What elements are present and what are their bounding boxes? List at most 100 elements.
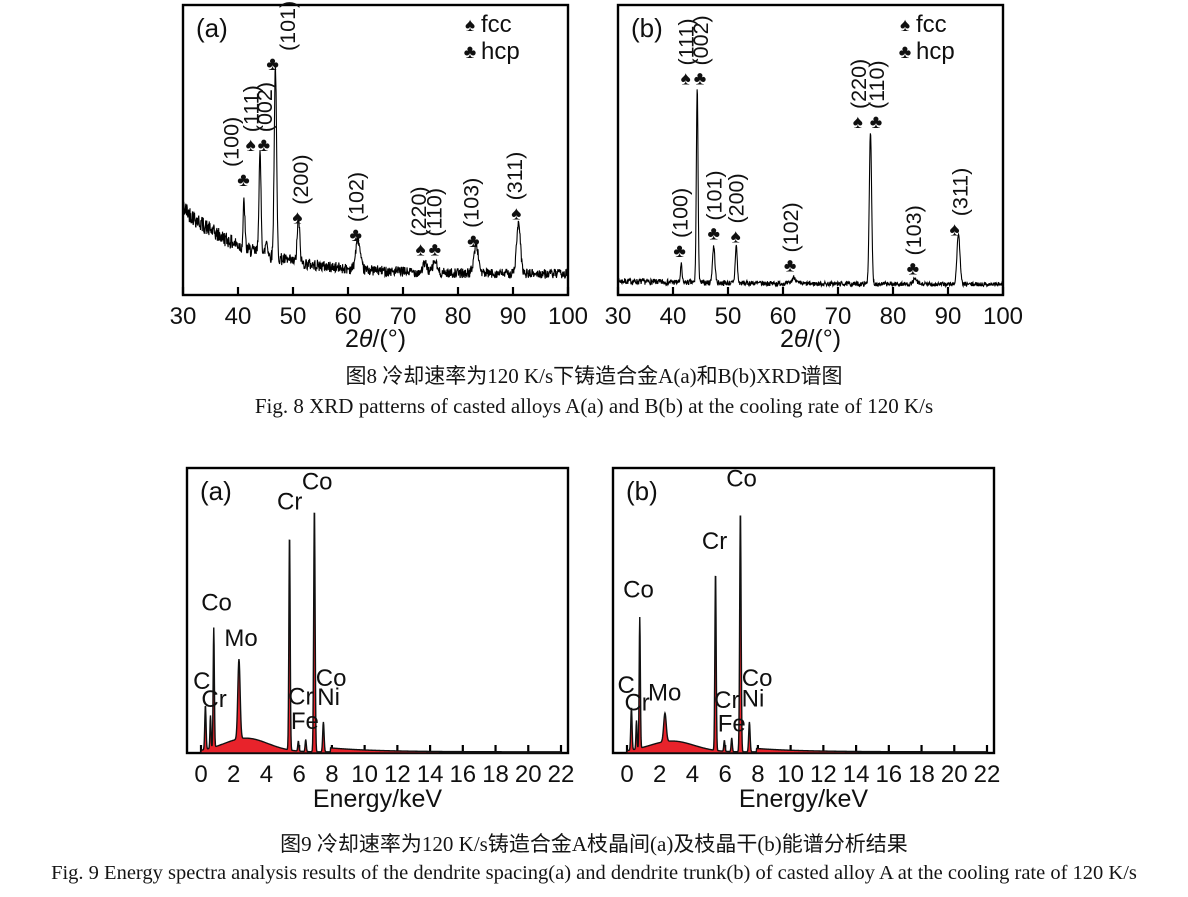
element-label: C <box>618 672 635 699</box>
panel-label: (b) <box>626 476 658 506</box>
club-icon: ♣ <box>467 231 479 252</box>
peak-hkl-label: (110) <box>865 60 889 109</box>
x-axis: 30 40 50 60 70 80 90 100 <box>605 287 1023 330</box>
club-icon: ♣ <box>349 225 361 246</box>
x-axis: 0 2 4 6 8 10 12 14 16 18 20 22 <box>620 745 1000 788</box>
x-tick-label: 100 <box>548 303 588 330</box>
spade-icon: ♠ <box>853 112 863 133</box>
plot-frame <box>181 3 570 297</box>
spade-icon: ♠ <box>465 15 475 36</box>
club-icon: ♣ <box>237 170 249 191</box>
x-tick-label: 0 <box>194 761 207 788</box>
x-tick-label: 2 <box>653 761 666 788</box>
xrd-pattern-curve <box>182 65 569 279</box>
peak-hkl-label: (111) <box>675 19 699 66</box>
element-label: Co <box>623 577 654 604</box>
x-tick-label: 12 <box>384 761 411 788</box>
legend-label: hcp <box>481 38 520 65</box>
eds-spectrum-b-svg: 0 2 4 6 8 10 12 14 16 18 20 22Energy/keVCCrCoMoCrCr… <box>611 466 1000 813</box>
element-label: Cr <box>277 488 302 515</box>
x-tick-label: 2 <box>227 761 240 788</box>
element-label: Co <box>201 590 232 617</box>
peak-hkl-label: (103) <box>902 205 926 255</box>
spade-icon: ♠ <box>416 240 426 261</box>
x-tick-label: 40 <box>225 303 252 330</box>
peak-annotation: ♣ (101) <box>266 1 300 75</box>
peak-hkl-label: (002) <box>689 15 713 65</box>
x-tick-label: 18 <box>482 761 509 788</box>
xrd-pattern-b-svg: 30 40 50 60 70 80 90 100 2θ/(°) ♣ (100) ♠ (111) ♣ (002… <box>605 3 1023 353</box>
peak-hkl-label: (220) <box>407 186 431 236</box>
x-axis-title: 2θ/(°) <box>780 325 841 353</box>
x-tick-label: 16 <box>449 761 476 788</box>
peak-annotation: ♠(311) <box>503 152 527 225</box>
element-label: Ni <box>317 684 340 711</box>
club-icon: ♣ <box>870 112 882 133</box>
x-tick-label: 50 <box>715 303 742 330</box>
x-tick-label: 70 <box>825 303 852 330</box>
element-label: Co <box>316 665 347 692</box>
element-label: Ni <box>742 686 765 713</box>
peak-hkl-label: (311) <box>503 152 527 201</box>
peak-hkl-label: (101) <box>276 1 300 51</box>
peak-hkl-label: (102) <box>779 202 803 252</box>
spade-icon: ♠ <box>950 219 960 240</box>
panel-label: (b) <box>631 13 663 43</box>
club-icon: ♣ <box>899 42 911 63</box>
x-tick-label: 60 <box>770 303 797 330</box>
club-icon: ♣ <box>429 240 441 261</box>
x-tick-label: 18 <box>908 761 935 788</box>
x-tick-label: 80 <box>880 303 907 330</box>
eds-spectrum-a-chart: 0 2 4 6 8 10 12 14 16 18 20 22 Energy/keV C Cr Co Mo Cr Cr… <box>180 456 584 813</box>
x-axis: 30 40 50 60 70 80 90 100 <box>170 287 588 330</box>
x-tick-label: 10 <box>351 761 378 788</box>
peak-hkl-label: (100) <box>669 188 693 238</box>
peak-annotation: ♣ (102) <box>345 172 369 246</box>
panel-label: (a) <box>200 476 232 506</box>
x-tick-label: 22 <box>974 761 1001 788</box>
plot-frame <box>616 3 1005 297</box>
element-label: Fe <box>718 711 746 738</box>
legend-label: fcc <box>916 11 947 38</box>
peak-annotation: ♠ (200) <box>289 154 313 228</box>
element-label: Mo <box>224 625 257 652</box>
xrd-pattern-b-chart: 30 40 50 60 70 80 90 100 2θ/(°) ♣ (100) ♠ (111) ♣ (002… <box>605 0 1023 353</box>
peak-annotation: ♣ (100) <box>219 117 249 191</box>
peak-hkl-label: (200) <box>289 154 313 204</box>
peak-hkl-label: (110) <box>422 188 446 237</box>
peak-annotation: ♣ (110) <box>422 188 446 261</box>
x-tick-label: 6 <box>293 761 306 788</box>
x-tick-label: 20 <box>515 761 542 788</box>
eds-spectrum-curve <box>626 515 988 754</box>
x-tick-label: 16 <box>875 761 902 788</box>
x-tick-label: 22 <box>548 761 575 788</box>
x-tick-label: 70 <box>390 303 417 330</box>
element-label: Cr <box>288 684 313 711</box>
club-icon: ♣ <box>907 258 919 279</box>
peak-hkl-label: (311) <box>949 168 973 217</box>
peak-annotation: ♠ (200) <box>725 173 749 247</box>
plot-frame <box>611 466 996 755</box>
peak-hkl-label: (111) <box>240 85 264 132</box>
xrd-pattern-curve <box>617 89 1004 289</box>
fig9-caption-zh: 图9 冷却速率为120 K/s铸造合金A枝晶间(a)及枝晶干(b)能谱分析结果 <box>280 832 908 856</box>
legend-label: fcc <box>481 11 512 38</box>
element-label: Cr <box>714 687 739 714</box>
peak-hkl-label: (220) <box>847 59 871 109</box>
element-label: Cr <box>624 689 649 716</box>
panel-label: (a) <box>196 13 228 43</box>
element-label: C <box>193 668 210 695</box>
spade-icon: ♠ <box>246 135 256 156</box>
plot-frame <box>185 466 570 755</box>
x-tick-label: 14 <box>417 761 444 788</box>
club-icon: ♣ <box>266 54 278 75</box>
peak-annotation: ♠ (111) <box>675 19 699 90</box>
x-axis-title: 2θ/(°) <box>345 325 406 353</box>
peak-annotation: ♣ (002) <box>689 15 713 89</box>
element-label: Cr <box>201 686 226 713</box>
spade-icon: ♠ <box>681 69 691 90</box>
eds-spectrum-b-chart: 0 2 4 6 8 10 12 14 16 18 20 22 Energy/keV C Cr Co Mo Cr Cr… <box>606 456 1010 813</box>
x-tick-label: 90 <box>500 303 527 330</box>
